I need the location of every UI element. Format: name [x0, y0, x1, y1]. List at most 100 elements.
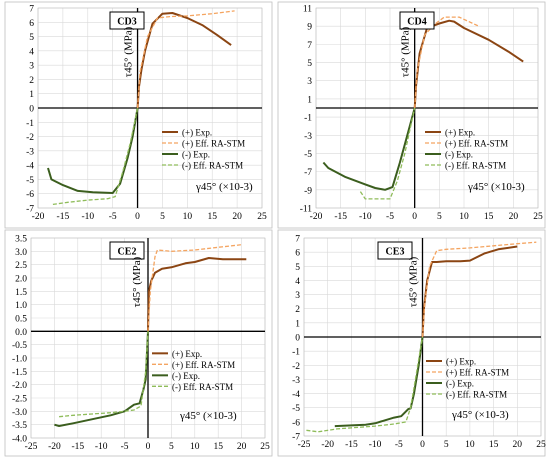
x-axis-label: γ45° (×10-3): [179, 410, 237, 422]
y-axis-label: τ45° (MPa): [123, 26, 135, 77]
y-tick-label: -2: [26, 133, 34, 143]
y-tick-label: 1: [295, 319, 300, 329]
legend: (+) Exp.(+) Eff. RA-STM(-) Exp.(-) Eff. …: [426, 357, 509, 400]
x-tick-label: -20: [32, 212, 45, 222]
y-axis-label: τ45° (MPa): [408, 256, 420, 307]
x-tick-label: 20: [509, 212, 519, 222]
legend-entry: (-) Eff. RA-STM: [446, 390, 507, 400]
panel-border: [4, 229, 273, 457]
y-tick-label: -5: [292, 404, 300, 414]
y-tick-label: 2.0: [15, 275, 27, 285]
x-tick-label: 5: [444, 440, 449, 450]
panel-border: [277, 1, 546, 229]
y-tick-label: 0: [29, 105, 34, 115]
y-tick-label: -4: [292, 390, 300, 400]
y-tick-label: -11: [300, 205, 313, 215]
x-tick-label: -20: [310, 212, 323, 222]
x-tick-label: 0: [412, 212, 417, 222]
y-tick-label: 3.0: [15, 248, 27, 258]
x-tick-label: 15: [213, 442, 223, 452]
y-tick-label: -6: [26, 190, 34, 200]
x-tick-label: 10: [183, 212, 193, 222]
legend-entry: (+) Exp.: [182, 128, 212, 138]
y-tick-label: -5: [304, 150, 312, 160]
x-tick-label: 25: [536, 440, 546, 450]
x-tick-label: 5: [437, 212, 442, 222]
panel-label-box: [399, 11, 435, 30]
y-tick-label: -3: [26, 147, 34, 157]
panel-label-box: [109, 11, 145, 30]
y-tick-label: 9: [307, 23, 312, 33]
legend-entry: (+) Exp.: [172, 349, 202, 359]
y-tick-label: 1: [29, 90, 34, 100]
series-line: [334, 336, 424, 428]
y-tick-label: -9: [304, 186, 312, 196]
x-tick-label: 25: [533, 212, 543, 222]
x-tick-label: 15: [207, 212, 217, 222]
y-axis-label: τ45° (MPa): [400, 26, 412, 77]
x-tick-label: 0: [146, 442, 151, 452]
x-tick-label: -15: [71, 442, 84, 452]
legend: (+) Exp.(+) Eff. RA-STM(-) Exp.(-) Eff. …: [152, 349, 235, 392]
y-tick-label: 1: [307, 95, 312, 105]
y-axis-label: τ45° (MPa): [131, 256, 143, 307]
legend-entry: (+) Eff. RA-STM: [172, 360, 235, 370]
panel-border: [4, 1, 273, 229]
y-tick-label: 3: [307, 77, 312, 87]
y-tick-label: -3.5: [12, 421, 27, 431]
y-tick-label: -7: [304, 168, 312, 178]
x-tick-label: -20: [48, 442, 61, 452]
series-line: [47, 107, 139, 194]
y-tick-label: 1.5: [15, 288, 27, 298]
y-tick-label: -6: [292, 418, 300, 428]
panel-label: CD4: [407, 17, 426, 28]
y-tick-label: 7: [29, 5, 34, 15]
series-line: [421, 245, 518, 338]
y-tick-label: 6: [295, 249, 300, 259]
legend: (+) Exp.(+) Eff. RA-STM(-) Exp.(-) Eff. …: [162, 128, 245, 171]
series-line: [59, 331, 149, 418]
y-tick-label: 4: [29, 47, 34, 57]
series-line: [136, 12, 232, 109]
x-tick-label: 25: [260, 442, 270, 452]
x-tick-label: 10: [190, 442, 200, 452]
legend-entry: (-) Eff. RA-STM: [172, 382, 233, 392]
x-tick-label: -5: [109, 212, 117, 222]
x-tick-label: -10: [81, 212, 94, 222]
y-tick-label: -7: [26, 205, 34, 215]
panel-label-box: [377, 241, 413, 260]
series-line: [306, 336, 424, 433]
series-line: [136, 10, 235, 109]
y-tick-label: -4.0: [12, 435, 27, 445]
y-tick-label: -2: [292, 362, 300, 372]
series-line: [359, 107, 416, 200]
y-tick-label: -1.5: [12, 368, 27, 378]
y-tick-label: 0.5: [15, 315, 27, 325]
y-tick-label: -3: [304, 132, 312, 142]
legend: (+) Exp.(+) Eff. RA-STM(-) Exp.(-) Eff. …: [425, 128, 508, 171]
x-tick-label: -5: [395, 440, 403, 450]
x-tick-label: 0: [135, 212, 140, 222]
y-tick-label: 2.5: [15, 261, 27, 271]
y-tick-label: 3: [295, 291, 300, 301]
y-tick-label: -7: [292, 433, 300, 443]
y-tick-label: -1.0: [12, 355, 27, 365]
legend-entry: (-) Exp.: [182, 150, 210, 160]
x-tick-label: 15: [489, 440, 499, 450]
y-tick-label: 1.0: [15, 301, 27, 311]
chart-panel-cd3: -20 -15 -10 -5 0 5 10 15 20 25-7-6-5-4-3-2-101234…: [4, 1, 273, 229]
x-tick-label: -5: [386, 212, 394, 222]
y-tick-label: 11: [303, 5, 312, 15]
series-line: [147, 244, 242, 332]
x-tick-label: 10: [465, 440, 475, 450]
legend-entry: (+) Exp.: [446, 357, 476, 367]
panel-label: CE2: [118, 247, 137, 258]
y-tick-label: -4: [26, 162, 34, 172]
x-axis-label: γ45° (×10-3): [195, 181, 253, 193]
series-line: [421, 241, 537, 338]
series-line: [52, 107, 139, 206]
panel-border: [277, 229, 546, 457]
x-tick-label: -15: [57, 212, 70, 222]
chart-panel-ce3: -25 -20 -15 -10 -5 0 5 10 15 20 25-7-6-5-4-3-2-101…: [277, 229, 546, 457]
y-tick-label: 0: [295, 334, 300, 344]
